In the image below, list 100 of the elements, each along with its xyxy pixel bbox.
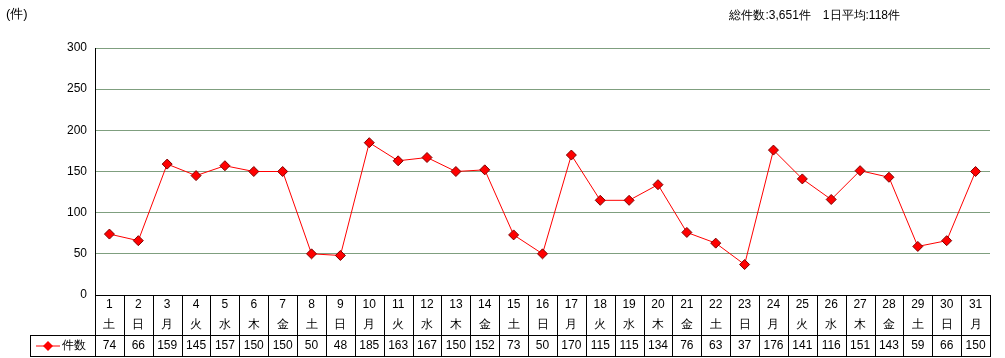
point (912, 240, 924, 252)
data-label: 74 (102, 338, 117, 353)
point (132, 235, 144, 247)
point (421, 152, 433, 163)
data-label: 59 (911, 338, 925, 353)
x-tick-label: 17 月 (564, 297, 579, 332)
data-label: 48 (333, 338, 348, 353)
data-label: 170 (561, 338, 582, 353)
point (450, 166, 462, 177)
data-label: 50 (304, 338, 319, 353)
point (479, 164, 491, 176)
y-tick-label: 300 (66, 40, 88, 55)
x-tick-label: 25 火 (795, 297, 810, 332)
data-label: 66 (131, 338, 146, 353)
data-label: 76 (680, 338, 694, 353)
point (219, 160, 231, 172)
text: 総件数:3,651件 1日平均:118件 (728, 8, 900, 23)
data-label: 143 (878, 338, 900, 353)
x-tick-label: 13 木 (449, 297, 463, 332)
x-tick-label: 4 火 (190, 297, 203, 332)
y-tick-label: 50 (73, 246, 88, 261)
y-tick-label: 100 (66, 204, 88, 219)
y-tick-label: 150 (66, 163, 88, 178)
data-label: 150 (272, 338, 293, 353)
x-tick-label: 24 月 (766, 297, 781, 332)
point (306, 248, 318, 260)
x-tick-label: 19 水 (622, 297, 637, 332)
data-label: 115 (590, 338, 611, 353)
x-tick-label: 31 月 (968, 297, 983, 332)
x-tick-label: 3 月 (161, 297, 174, 332)
point (103, 228, 115, 240)
data-label: 37 (737, 338, 752, 353)
y-tick-label: 250 (66, 81, 88, 96)
data-label: 116 (821, 338, 842, 353)
x-tick-label: 22 土 (709, 297, 723, 332)
point (883, 171, 895, 183)
point (854, 165, 866, 177)
x-tick-label: 6 木 (247, 297, 260, 332)
x-tick-label: 15 土 (506, 297, 521, 332)
data-label: 185 (359, 338, 380, 353)
x-tick-label: 1 土 (103, 297, 116, 332)
y-axis-title: (件) (6, 6, 28, 22)
point (537, 248, 548, 260)
data-label: 157 (214, 338, 236, 353)
x-tick-label: 12 水 (420, 297, 435, 332)
x-tick-label: 8 土 (305, 297, 318, 332)
point (565, 149, 577, 161)
data-label: 50 (535, 338, 550, 353)
x-tick-label: 21 金 (680, 297, 694, 332)
x-tick-label: 9 日 (334, 297, 347, 332)
point (277, 166, 289, 177)
point (767, 144, 779, 156)
point (161, 158, 173, 170)
point (681, 226, 693, 238)
data-label: 150 (445, 338, 467, 353)
x-tick-label: 23 日 (737, 297, 752, 332)
point (248, 166, 260, 177)
x-tick-label: 14 金 (478, 297, 492, 332)
data-label: 141 (792, 338, 813, 353)
x-tick-label: 29 土 (911, 297, 925, 332)
data-label: 73 (506, 338, 521, 353)
x-tick-label: 5 水 (218, 297, 231, 332)
data-label: 150 (965, 338, 986, 353)
data-label: 145 (186, 338, 207, 353)
x-tick-label: 26 水 (824, 297, 839, 332)
x-tick-label: 20 木 (651, 297, 665, 332)
data-label: 134 (647, 338, 669, 353)
x-tick-label: 7 金 (276, 297, 289, 332)
point (796, 173, 808, 185)
x-tick-label: 16 日 (535, 297, 550, 332)
point (970, 166, 982, 177)
x-tick-label: 2 日 (132, 297, 145, 332)
data-label: 66 (940, 338, 954, 353)
point (190, 170, 202, 182)
y-tick-label: 0 (80, 287, 88, 302)
point (334, 249, 346, 261)
point (594, 194, 606, 206)
legend-label: 件数 (62, 338, 86, 353)
point (392, 155, 404, 167)
data-label: 151 (850, 338, 871, 353)
y-tick-label: 200 (66, 122, 88, 137)
x-tick-label: 11 火 (391, 297, 405, 332)
point (508, 229, 520, 241)
data-label: 159 (157, 338, 178, 353)
point (710, 237, 722, 249)
x-tick-label: 30 日 (940, 297, 954, 332)
data-label: 152 (474, 338, 496, 353)
point (941, 235, 953, 247)
point (739, 259, 751, 271)
data-label: 167 (417, 338, 438, 353)
data-label: 63 (709, 338, 723, 353)
x-tick-label: 27 木 (853, 297, 868, 332)
data-label: 115 (619, 338, 639, 353)
point (652, 179, 664, 191)
point (623, 194, 635, 206)
point (363, 137, 375, 149)
data-label: 163 (388, 338, 409, 353)
x-tick-label: 18 火 (593, 297, 608, 332)
point (825, 193, 837, 205)
data-label: 176 (763, 338, 784, 353)
